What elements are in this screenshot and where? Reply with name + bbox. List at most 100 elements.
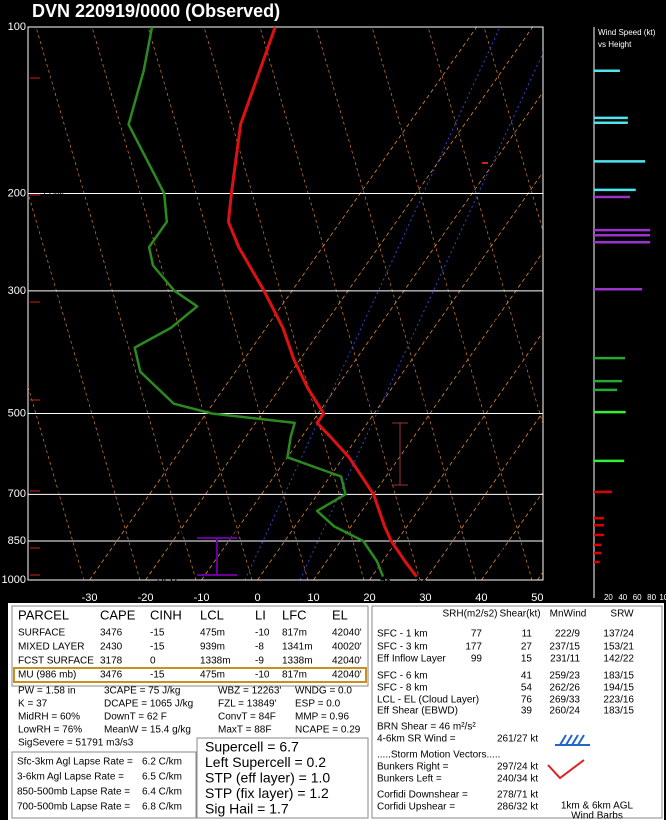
lapse-label: Sfc-3km Agl Lapse Rate = — [17, 757, 133, 768]
kinematic-line: 297/24 kt — [497, 762, 538, 773]
lapse-label: 850-500mb Lapse Rate = — [17, 787, 130, 798]
y-tick-label: 500 — [8, 407, 26, 419]
index-value: MaxT = 88F — [218, 725, 271, 736]
y-tick-label: 200 — [8, 187, 26, 199]
lapse-value: 6.8 C/km — [142, 802, 182, 813]
isotherm-guide — [299, 51, 543, 580]
kinematic-label: Eff Shear (EBWD) — [377, 706, 458, 717]
index-value: SigSevere = 51791 m3/s3 — [18, 738, 134, 749]
lapse-label: 3-6km Agl Lapse Rate = — [17, 772, 124, 783]
wind-panel-title: vs Height — [598, 40, 632, 49]
kinematic-line: Bunkers Right = — [377, 762, 449, 773]
mu-highlight — [13, 667, 367, 683]
parcel-cell: FCST SURFACE — [18, 656, 94, 667]
kinematic-label: SFC - 3 km — [377, 642, 428, 653]
index-value: MMP = 0.96 — [295, 712, 349, 723]
x-tick-label: 0 — [254, 592, 260, 604]
parcel-cell: 817m — [282, 628, 307, 639]
hodo-barb — [565, 734, 573, 746]
parcel-header: EL — [332, 607, 348, 622]
kinematic-cell: 153/21 — [603, 642, 634, 653]
composite-index: STP (fix layer) = 1.2 — [205, 785, 329, 801]
hodo-arrow — [547, 759, 585, 780]
index-value: WBZ = 12263' — [218, 686, 281, 697]
parcel-cell: -10 — [255, 628, 270, 639]
index-value: ESP = 0.0 — [295, 699, 341, 710]
parcel-cell: 42040' — [332, 628, 362, 639]
composite-index: STP (eff layer) = 1.0 — [205, 770, 330, 786]
lapse-box — [11, 751, 197, 819]
kinematic-cell: 237/15 — [549, 642, 580, 653]
hodo-caption: 1km & 6km AGL — [561, 801, 634, 812]
isotherm — [425, 411, 543, 580]
parcel-header: LFC — [282, 607, 307, 622]
hodo-barb — [571, 734, 579, 746]
parcel-cell: MU (986 mb) — [18, 670, 76, 681]
parcel-header: LI — [255, 607, 266, 622]
parcel-cell: -15 — [150, 642, 165, 653]
kinematic-cell: 259/23 — [549, 671, 580, 682]
kinematic-cell: 231/11 — [550, 654, 580, 665]
kinematic-cell: 262/26 — [549, 683, 580, 694]
kinematic-cell: 27 — [521, 642, 533, 653]
height-label: 12 km — [42, 190, 64, 199]
composite-index: Left Supercell = 0.2 — [205, 754, 326, 770]
index-value: WNDG = 0.0 — [295, 686, 352, 697]
kinematic-header: SRH(m2/s2) — [442, 609, 497, 620]
index-value: MidRH = 60% — [18, 712, 80, 723]
parcel-cell: 817m — [282, 670, 307, 681]
kinematic-cell: 222/9 — [555, 629, 580, 640]
kinematic-cell: 260/24 — [549, 706, 580, 717]
composite-index: Supercell = 6.7 — [205, 739, 299, 755]
kinematic-cell: 137/24 — [603, 629, 634, 640]
parcel-cell: -15 — [150, 628, 165, 639]
height-label: 9 km — [42, 297, 60, 306]
index-value: 3CAPE = 75 J/kg — [104, 686, 180, 697]
kinematic-label: SFC - 1 km — [377, 629, 428, 640]
y-tick-label: 100 — [8, 21, 26, 33]
parcel-header: PARCEL — [18, 607, 69, 622]
x-tick-label: -10 — [194, 592, 210, 604]
annotation: FZL = 13849' — [468, 450, 527, 461]
kinematic-line: 278/71 kt — [497, 790, 538, 801]
kinematic-line: BRN Shear = 46 m²/s² — [377, 722, 476, 733]
lapse-label: 700-500mb Lapse Rate = — [17, 802, 130, 813]
kinematic-cell: 76 — [521, 695, 533, 706]
wind-tick-label: 80 — [647, 593, 656, 602]
height-label: 15 km — [42, 73, 64, 82]
kinematic-line: 4-6km SR Wind = — [377, 734, 456, 745]
kinematic-line: 286/32 kt — [497, 802, 538, 813]
parcel-cell: 1341m — [282, 642, 313, 653]
kinematic-label: SFC - 6 km — [377, 671, 428, 682]
parcel-cell: 1338m — [282, 656, 313, 667]
lapse-value: 6.4 C/km — [142, 787, 182, 798]
kinematic-cell: 183/15 — [603, 671, 634, 682]
parcel-cell: 42040' — [332, 656, 362, 667]
isotherm — [145, 27, 533, 580]
kinematic-label: LCL - EL (Cloud Layer) — [377, 695, 479, 706]
parcel-cell: 1338m — [200, 656, 231, 667]
kinematic-label: SFC - 8 km — [377, 683, 428, 694]
kinematic-label: Eff Inflow Layer — [377, 654, 446, 665]
index-value: PW = 1.58 in — [18, 686, 76, 697]
annotation: MU LPL — [488, 546, 525, 557]
x-tick-label: -30 — [82, 592, 98, 604]
kinematic-line: Corfidi Downshear = — [377, 790, 468, 801]
annotation: 73 — [380, 579, 392, 590]
parcel-cell: -15 — [150, 670, 165, 681]
lapse-value: 6.2 C/km — [142, 757, 182, 768]
lapse-value: 6.5 C/km — [142, 772, 182, 783]
index-value: ConvT = 84F — [218, 712, 276, 723]
annotation: SFC — [157, 574, 177, 585]
kinematic-cell: 183/15 — [603, 706, 634, 717]
index-value: DCAPE = 1065 J/kg — [104, 699, 193, 710]
kinematic-header: SRW — [610, 609, 634, 620]
x-tick-label: 40 — [475, 592, 487, 604]
index-value: NCAPE = 0.29 — [295, 725, 361, 736]
parcel-cell: SURFACE — [18, 628, 66, 639]
parcel-cell: 475m — [200, 670, 225, 681]
index-value: FZL = 13849' — [218, 699, 277, 710]
parcel-header: LCL — [200, 607, 224, 622]
kinematic-cell: 269/33 — [549, 695, 580, 706]
parcel-cell: 3178 — [100, 656, 123, 667]
